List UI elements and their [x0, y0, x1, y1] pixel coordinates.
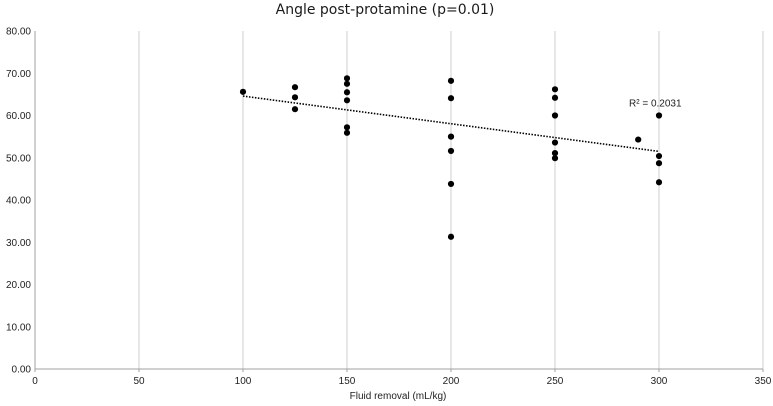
- data-point: [291, 94, 299, 101]
- x-axis-label: Fluid removal (mL/kg): [350, 391, 447, 402]
- y-tick-label: 20.00: [6, 280, 31, 291]
- data-point: [551, 150, 559, 157]
- y-tick-label: 80.00: [6, 27, 31, 38]
- data-point: [447, 77, 455, 84]
- x-tick-label: 0: [32, 376, 38, 387]
- data-point: [343, 97, 351, 104]
- data-point: [551, 155, 559, 162]
- data-point: [343, 89, 351, 96]
- data-point: [447, 95, 455, 102]
- data-point: [551, 94, 559, 101]
- y-tick-label: 70.00: [6, 69, 31, 80]
- trendline: [242, 95, 660, 153]
- data-point: [343, 80, 351, 87]
- data-points: [239, 75, 663, 240]
- data-point: [635, 136, 642, 143]
- data-point: [447, 133, 455, 140]
- x-tick-label: 300: [651, 376, 668, 387]
- x-tick-label: 100: [235, 376, 252, 387]
- data-point: [447, 180, 455, 188]
- data-point: [655, 160, 663, 167]
- y-tick-label: 60.00: [6, 111, 31, 122]
- data-point: [343, 129, 351, 136]
- x-tick-label: 250: [547, 376, 564, 387]
- data-point: [655, 152, 663, 160]
- data-point: [447, 147, 455, 155]
- y-axis-ticks: 0.00 10.00 20.00 30.00 40.00 50.00 60.00 70.00 8…: [6, 27, 31, 376]
- y-tick-label: 10.00: [6, 322, 31, 333]
- data-point: [239, 88, 247, 95]
- x-tick-label: 150: [339, 376, 356, 387]
- data-point: [551, 139, 559, 146]
- data-point: [655, 112, 663, 119]
- y-tick-label: 30.00: [6, 238, 31, 249]
- trendline-segment: [242, 95, 660, 153]
- axes: [34, 31, 763, 370]
- r-squared-label: R² = 0.2031: [629, 98, 682, 109]
- chart-title: Angle post-protamine (p=0.01): [276, 2, 495, 18]
- y-tick-label: 0.00: [12, 365, 32, 376]
- x-tick-label: 200: [443, 376, 460, 387]
- data-point: [447, 233, 455, 240]
- data-point: [343, 124, 351, 131]
- x-axis-ticks: 0 50 100 150 200 250 300 350: [32, 369, 772, 387]
- data-point: [291, 106, 299, 113]
- data-point: [343, 75, 351, 82]
- x-tick-label: 50: [133, 376, 145, 387]
- y-tick-label: 40.00: [6, 196, 31, 207]
- data-point: [551, 86, 559, 93]
- data-point: [291, 84, 299, 91]
- data-point: [655, 179, 663, 186]
- data-point: [551, 112, 559, 119]
- y-tick-label: 50.00: [6, 153, 31, 164]
- x-tick-label: 350: [755, 376, 772, 387]
